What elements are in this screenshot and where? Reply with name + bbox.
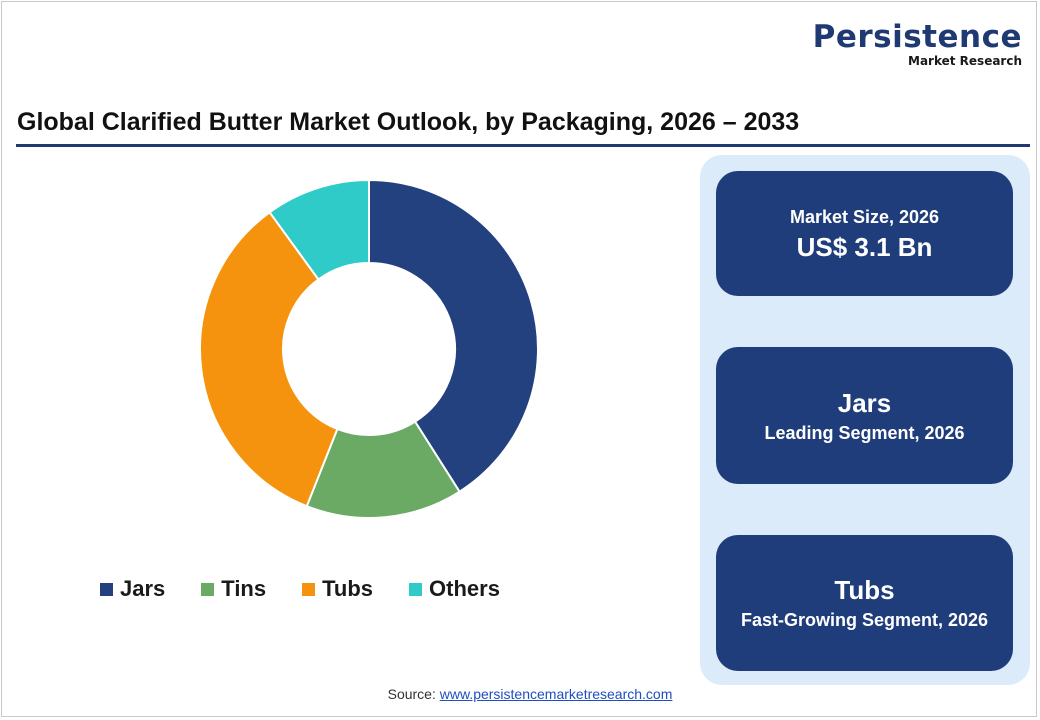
fast-growing-segment-value: Tubs bbox=[834, 575, 895, 605]
leading-segment-label: Leading Segment, 2026 bbox=[764, 422, 965, 443]
legend-swatch bbox=[201, 582, 215, 596]
chart-title: Global Clarified Butter Market Outlook, … bbox=[17, 108, 800, 136]
donut-slice-jars bbox=[368, 178, 539, 494]
logo-sub-text: Market Research bbox=[908, 54, 1022, 68]
legend-item-others: Others bbox=[409, 576, 500, 602]
donut-slice-tubs bbox=[199, 210, 339, 508]
market-size-value: US$ 3.1 Bn bbox=[796, 231, 933, 262]
legend-swatch bbox=[100, 582, 113, 596]
source-link[interactable]: www.persistencemarketresearch.com bbox=[439, 686, 673, 702]
legend-item-jars: Jars bbox=[100, 576, 165, 602]
legend-label: Tins bbox=[221, 576, 267, 601]
fast-growing-segment-label: Fast-Growing Segment, 2026 bbox=[740, 610, 989, 630]
company-logo: Persistence Market Research bbox=[813, 20, 1022, 68]
legend-label: Tubs bbox=[322, 576, 374, 601]
donut-slice-others bbox=[268, 178, 370, 281]
title-underline bbox=[16, 144, 1030, 147]
fast-growing-segment-card: Tubs Fast-Growing Segment, 2026 bbox=[716, 535, 1013, 671]
legend-item-tins: Tins bbox=[201, 576, 266, 602]
legend-item-tubs: Tubs bbox=[302, 576, 373, 602]
source-line: Source: www.persistencemarketresearch.co… bbox=[0, 686, 1040, 702]
market-size-label: Market Size, 2026 bbox=[789, 206, 940, 227]
logo-main-text: Persistence bbox=[812, 19, 1022, 55]
legend-label: Others bbox=[429, 576, 500, 601]
donut-chart bbox=[199, 178, 539, 519]
chart-legend: Jars Tins Tubs Others bbox=[100, 574, 640, 604]
legend-swatch bbox=[302, 582, 316, 596]
legend-swatch bbox=[409, 582, 423, 596]
leading-segment-card: Jars Leading Segment, 2026 bbox=[716, 347, 1013, 484]
source-label: Source: bbox=[387, 686, 436, 702]
market-size-card: Market Size, 2026 US$ 3.1 Bn bbox=[716, 171, 1013, 296]
leading-segment-value: Jars bbox=[837, 387, 892, 418]
legend-label: Jars bbox=[120, 576, 166, 601]
